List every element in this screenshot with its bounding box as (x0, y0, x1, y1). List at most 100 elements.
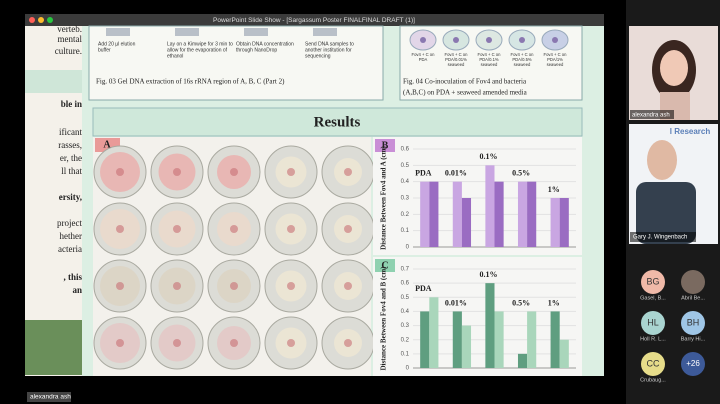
self-label-bg (27, 392, 71, 402)
bar (461, 198, 472, 247)
participant-avatar[interactable] (641, 270, 665, 294)
fig3-box (88, 25, 384, 101)
speaker-body (636, 182, 696, 244)
petri-center (116, 339, 124, 347)
backdrop-text: l Research (670, 127, 711, 136)
participant-avatar[interactable] (641, 352, 665, 376)
self-face (660, 50, 688, 86)
plate-label: Fov4 + C on (511, 52, 535, 57)
plate-label: PDA/0.01% (445, 57, 467, 62)
close-button[interactable] (29, 17, 35, 23)
left-text: culture. (55, 46, 82, 56)
petri-center (344, 225, 352, 233)
participant-avatar[interactable] (681, 270, 705, 294)
category-label: 0.01% (445, 298, 467, 307)
more-count: +26 (686, 359, 700, 368)
step-text: buffer (98, 47, 111, 53)
category-label: 0.5% (512, 298, 530, 307)
window-title: PowerPoint Slide Show - [Sargassum Poste… (213, 17, 415, 24)
participant-initials: BG (646, 276, 659, 286)
fig4-caption: Fig. 04 Co-inoculation of Fov4 and bacte… (403, 78, 527, 86)
step-icon (244, 28, 268, 36)
category-label: 0.01% (445, 168, 467, 177)
category-label: 1% (548, 185, 560, 194)
participant-initials: CC (647, 358, 660, 368)
palm-photo (25, 320, 82, 375)
participant-initials: BH (687, 317, 700, 327)
plate-label: Fov4 + C on (412, 52, 436, 57)
speaker-face (647, 140, 677, 180)
step-icon (313, 28, 337, 36)
bar (517, 353, 528, 368)
fig3-caption: Fig. 03 Gel DNA extraction of 16s rRNA r… (96, 78, 285, 86)
participant-avatar[interactable] (681, 311, 705, 335)
bar (527, 181, 537, 247)
minimize-button[interactable] (38, 17, 44, 23)
left-text: verteb. (57, 24, 82, 34)
step-icon (175, 28, 199, 36)
bar (420, 311, 430, 368)
left-text: an (72, 285, 82, 295)
petri-center (173, 339, 181, 347)
zoom-button[interactable] (47, 17, 53, 23)
petri-center (287, 282, 295, 290)
speaker-name: Gary J. Wingenbach (633, 235, 687, 241)
category-label: PDA (415, 284, 432, 293)
plate-label: PDA/0.5% (512, 57, 532, 62)
petri-center (230, 339, 238, 347)
y-tick-label: 0.4 (401, 309, 410, 315)
bar (550, 311, 560, 368)
participant-initials: HL (647, 317, 659, 327)
left-text: ificant (59, 127, 82, 137)
bar (429, 181, 439, 247)
y-tick-label: 0.2 (401, 337, 410, 343)
bar (452, 311, 462, 368)
category-label: 0.1% (480, 270, 498, 279)
left-text: ersity, (59, 192, 82, 202)
bar (429, 297, 439, 368)
petri-center (116, 225, 124, 233)
plate-label: PDA/0.1% (479, 57, 499, 62)
left-text: mental (58, 34, 83, 44)
left-text: acteria (58, 244, 82, 254)
plate-label: seaweed (547, 62, 564, 67)
petri-center (287, 225, 295, 233)
step-text: allow for the evaporation of (167, 47, 228, 53)
y-tick-label: 0.4 (401, 179, 410, 185)
y-tick-label: 0.5 (401, 163, 410, 169)
plate-label: Fov4 + C on (478, 52, 502, 57)
left-text: hether (60, 231, 83, 241)
y-axis-label: Distance Between Fov4 and B (cm) (380, 266, 388, 371)
more-participants[interactable] (681, 352, 705, 376)
petri-center (230, 282, 238, 290)
plate-label: Fov4 + C on (445, 52, 469, 57)
plate-colony (420, 37, 426, 43)
plate-label: PDA/1% (547, 57, 563, 62)
petri-center (173, 168, 181, 176)
petri-center (287, 339, 295, 347)
bar (494, 311, 504, 368)
panel-label-box (375, 259, 395, 272)
bar (461, 325, 472, 368)
bar (485, 283, 495, 368)
y-tick-label: 0.3 (401, 323, 410, 329)
panel-label: B (382, 140, 389, 151)
left-text: project (57, 218, 82, 228)
plate-label: seaweed (448, 62, 465, 67)
bar (494, 181, 504, 247)
results-title: Results (314, 114, 361, 130)
step-text: Obtain DNA concentration (236, 41, 294, 47)
step-text: through NanoDrop (236, 47, 277, 53)
y-tick-label: 0.6 (401, 281, 410, 287)
y-tick-label: 0.3 (401, 196, 410, 202)
bar (517, 181, 528, 247)
y-tick-label: 0.2 (401, 212, 410, 218)
petri-center (173, 282, 181, 290)
step-text: Lay on a Kimwipe for 3 min to (167, 41, 233, 47)
plate-label: Fov4 + C on (544, 52, 568, 57)
petri-center (344, 168, 352, 176)
petri-center (116, 168, 124, 176)
participant-avatar[interactable] (641, 311, 665, 335)
category-label: 0.5% (512, 168, 530, 177)
